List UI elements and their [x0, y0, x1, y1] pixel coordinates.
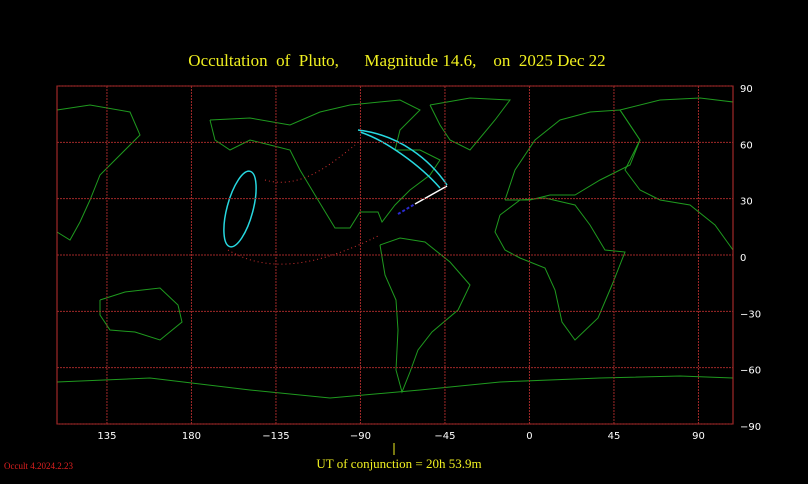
chart-title: Occultation of Pluto, Magnitude 14.6, on… — [188, 51, 605, 70]
y-tick-label: 60 — [740, 140, 753, 151]
path-limit-ellipse — [223, 170, 257, 248]
occultation-path — [223, 129, 448, 265]
coast-antarctica — [56, 375, 734, 399]
x-tick-label: 180 — [182, 431, 201, 442]
path-daylight — [397, 203, 416, 215]
y-tick-label: 90 — [740, 84, 753, 95]
coast-australia — [99, 287, 183, 341]
path-limit-north — [357, 129, 448, 186]
coast-asia — [619, 97, 734, 252]
coast-greenland — [429, 97, 511, 151]
x-tick-label: 90 — [692, 431, 705, 442]
coastlines — [56, 97, 734, 399]
coast-south-america — [379, 237, 471, 394]
x-tick-label: 0 — [526, 431, 532, 442]
y-tick-label: −30 — [740, 309, 761, 320]
path-limit-south — [359, 131, 441, 189]
x-tick-label: −135 — [262, 431, 289, 442]
coast-east-asia — [56, 104, 141, 241]
y-tick-label: 30 — [740, 197, 753, 208]
y-tick-label: −60 — [740, 366, 761, 377]
y-tick-label: −90 — [740, 422, 761, 433]
x-tick-label: 135 — [97, 431, 116, 442]
x-tick-label: −90 — [350, 431, 371, 442]
path-extension-south — [227, 234, 381, 265]
version-label: Occult 4.2024.2.23 — [4, 461, 73, 471]
path-center-line — [414, 185, 448, 205]
x-tick-label: 45 — [608, 431, 621, 442]
conjunction-time: UT of conjunction = 20h 53.9m — [316, 456, 481, 471]
x-tick-label: −45 — [434, 431, 455, 442]
coast-north-america — [209, 99, 441, 229]
y-tick-label: 0 — [740, 253, 746, 264]
